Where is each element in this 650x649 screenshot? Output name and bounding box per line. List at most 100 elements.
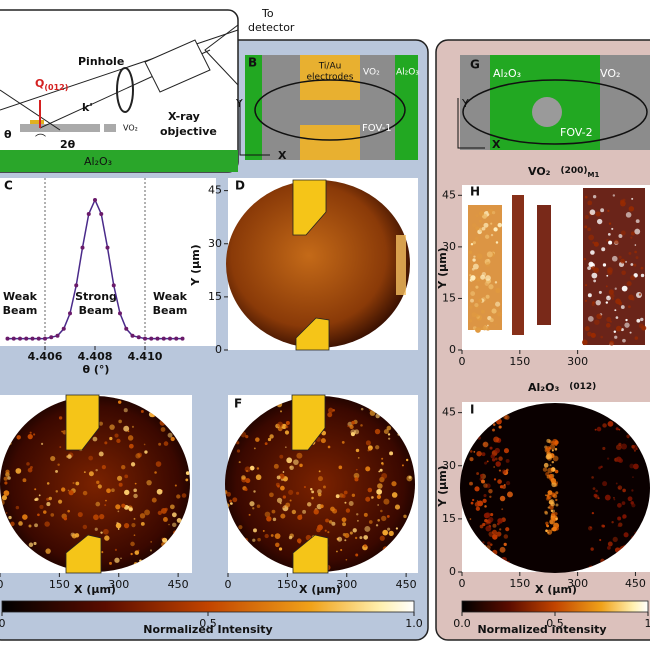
speckle-dot bbox=[555, 517, 558, 521]
speckle-dot bbox=[405, 458, 409, 462]
speckle-dot bbox=[620, 230, 626, 236]
speckle-dot bbox=[593, 279, 597, 283]
speckle-dot bbox=[618, 458, 623, 463]
speckle-dot bbox=[8, 515, 12, 520]
speckle-dot bbox=[614, 287, 617, 290]
x-tick-label: 0 bbox=[0, 578, 4, 591]
speckle-dot bbox=[379, 535, 385, 541]
speckle-dot bbox=[483, 494, 487, 498]
speckle-dot bbox=[381, 457, 384, 460]
weak-beam: Weak bbox=[153, 290, 188, 303]
speckle-dot bbox=[499, 546, 506, 553]
speckle-dot bbox=[593, 241, 599, 247]
speckle-dot bbox=[22, 514, 28, 520]
speckle-dot bbox=[354, 477, 359, 482]
speckle-dot bbox=[241, 475, 246, 480]
speckle-dot bbox=[82, 490, 88, 496]
data-point bbox=[168, 336, 172, 341]
speckle-dot bbox=[383, 429, 389, 435]
speckle-dot bbox=[488, 517, 494, 523]
electrode bbox=[300, 125, 360, 160]
speckle-dot bbox=[630, 275, 636, 281]
speckle-dot bbox=[291, 509, 297, 515]
fov-label: FOV-1 bbox=[362, 123, 392, 134]
speckle-dot bbox=[469, 274, 472, 277]
speckle-dot bbox=[114, 557, 120, 563]
speckle-dot bbox=[640, 266, 644, 270]
speckle-dot bbox=[363, 544, 367, 548]
speckle-dot bbox=[185, 471, 190, 475]
data-point bbox=[80, 245, 85, 250]
speckle-dot bbox=[590, 250, 595, 255]
speckle-dot bbox=[388, 437, 391, 440]
speckle-dot bbox=[470, 501, 474, 505]
speckle-dot bbox=[61, 430, 63, 433]
data-point bbox=[74, 283, 79, 288]
vo2-label: VO₂ bbox=[363, 68, 380, 78]
speckle-dot bbox=[608, 222, 612, 225]
speckle-dot bbox=[133, 517, 136, 520]
speckle-dot bbox=[588, 526, 593, 531]
speckle-dot bbox=[68, 490, 74, 496]
speckle-dot bbox=[634, 336, 639, 340]
speckle-dot bbox=[176, 494, 181, 499]
speckle-dot bbox=[495, 461, 501, 467]
speckle-dot bbox=[497, 518, 503, 524]
fov-label: FOV-2 bbox=[560, 126, 593, 139]
speckle-dot bbox=[635, 219, 640, 224]
speckle-dot bbox=[293, 459, 299, 465]
speckle-dot bbox=[620, 305, 625, 309]
speckle-dot bbox=[604, 494, 611, 501]
speckle-dot bbox=[621, 501, 626, 505]
speckle-dot bbox=[363, 535, 369, 540]
speckle-dot bbox=[367, 487, 373, 493]
speckle-dot bbox=[344, 532, 350, 539]
speckle-dot bbox=[484, 518, 488, 523]
speckle-dot bbox=[121, 503, 126, 508]
speckle-dot bbox=[310, 487, 313, 491]
speckle-dot bbox=[88, 471, 94, 477]
speckle-dot bbox=[34, 523, 38, 528]
speckle-dot bbox=[121, 465, 126, 470]
speckle-dot bbox=[547, 467, 553, 474]
speckle-dot bbox=[623, 532, 629, 538]
speckle-dot bbox=[282, 506, 285, 508]
speckle-dot bbox=[482, 498, 487, 504]
x-tick-label: 0.5 bbox=[199, 617, 217, 630]
speckle-dot bbox=[552, 526, 557, 532]
speckle-dot bbox=[66, 455, 69, 458]
speckle-dot bbox=[4, 481, 8, 485]
speckle-dot bbox=[489, 318, 494, 323]
speckle-dot bbox=[615, 427, 619, 431]
speckle-dot bbox=[75, 481, 80, 486]
speckle-dot bbox=[593, 267, 599, 273]
speckle-dot bbox=[482, 441, 489, 448]
speckle-dot bbox=[617, 503, 622, 508]
speckle-dot bbox=[229, 499, 232, 503]
speckle-dot bbox=[324, 529, 327, 532]
speckle-dot bbox=[55, 469, 59, 473]
speckle-dot bbox=[181, 493, 187, 498]
speckle-dot bbox=[336, 550, 338, 553]
speckle-dot bbox=[381, 515, 387, 522]
speckle-dot bbox=[338, 465, 343, 470]
y-tick-label: 30 bbox=[442, 240, 456, 253]
speckle-dot bbox=[288, 535, 293, 540]
speckle-dot bbox=[607, 209, 610, 213]
speckle-dot bbox=[88, 455, 94, 461]
speckle-dot bbox=[614, 239, 619, 245]
speckle-dot bbox=[494, 323, 497, 326]
speckle-dot bbox=[473, 255, 476, 258]
data-point bbox=[136, 335, 141, 340]
speckle-dot bbox=[605, 301, 609, 304]
speckle-dot bbox=[633, 449, 636, 452]
speckle-dot bbox=[230, 502, 233, 505]
x-axis-label: X (μm) bbox=[535, 583, 577, 596]
detector-cone bbox=[204, 23, 239, 87]
speckle-dot bbox=[622, 338, 626, 343]
speckle-dot bbox=[347, 425, 350, 428]
speckle-dot bbox=[627, 496, 633, 502]
speckle-dot bbox=[485, 262, 491, 267]
speckle-dot bbox=[377, 483, 383, 489]
objective-label: objective bbox=[160, 125, 217, 138]
